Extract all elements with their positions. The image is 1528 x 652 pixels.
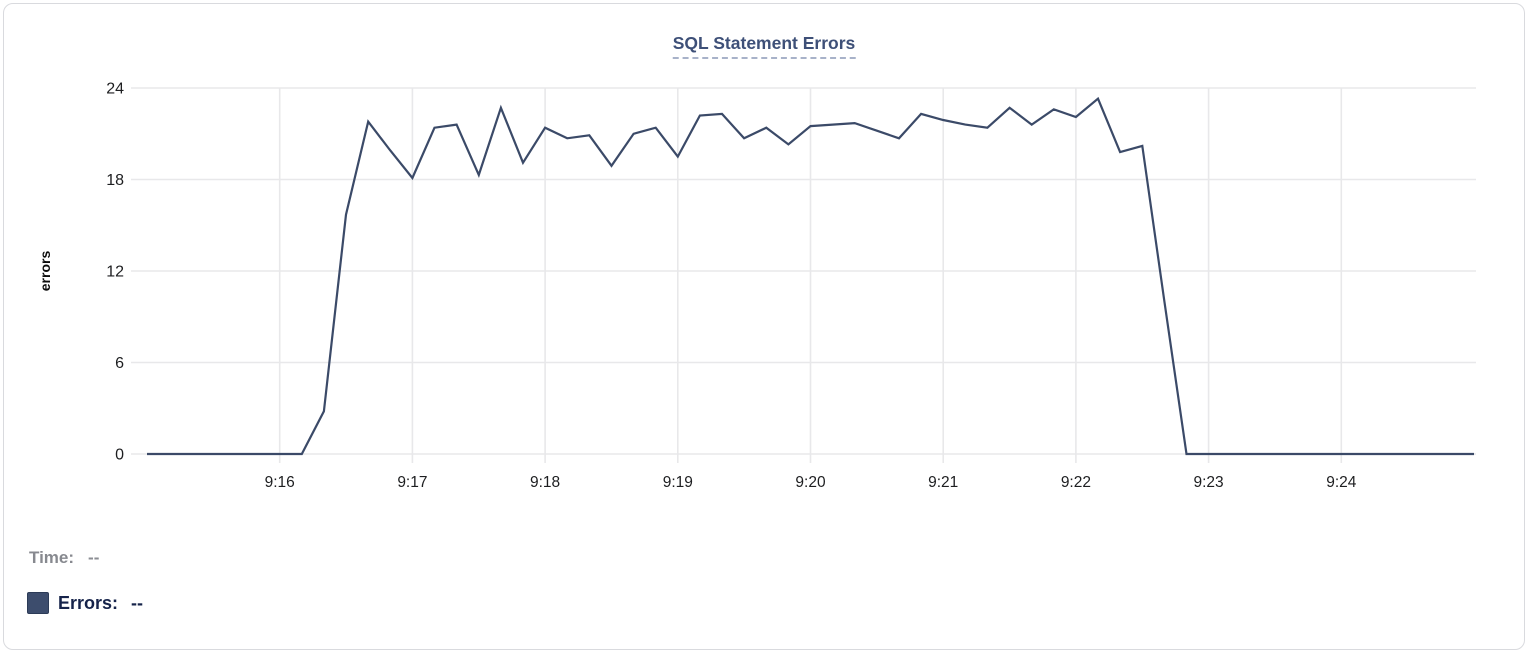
svg-text:24: 24 (106, 81, 124, 98)
svg-text:9:24: 9:24 (1326, 474, 1357, 491)
legend-color-swatch (27, 592, 49, 614)
svg-text:9:18: 9:18 (530, 474, 560, 491)
svg-text:9:21: 9:21 (928, 474, 958, 491)
svg-text:0: 0 (115, 447, 124, 464)
svg-text:9:16: 9:16 (265, 474, 295, 491)
legend-errors-value: -- (131, 592, 144, 613)
vertical-gridlines (278, 88, 1343, 463)
svg-text:6: 6 (115, 355, 124, 372)
svg-text:9:22: 9:22 (1061, 474, 1091, 491)
horizontal-gridlines (131, 87, 1476, 455)
legend-errors-row: Errors: -- (27, 592, 143, 614)
chart-card: SQL Statement Errors 0 6 12 18 24 9:16 9:17 9:… (3, 3, 1525, 650)
errors-line-chart[interactable]: 0 6 12 18 24 9:16 9:17 9:18 9:19 9:20 9:21 9:22 9:2… (4, 4, 1528, 509)
legend-time-value: -- (88, 548, 100, 567)
svg-text:9:20: 9:20 (795, 474, 826, 491)
svg-text:errors: errors (37, 251, 53, 292)
legend-time-label: Time: (29, 548, 75, 567)
svg-text:9:23: 9:23 (1194, 474, 1224, 491)
x-axis-tick-labels: 9:16 9:17 9:18 9:19 9:20 9:21 9:22 9:23 9:24 (265, 474, 1357, 491)
legend-errors-label: Errors: (58, 592, 119, 613)
svg-text:12: 12 (106, 264, 124, 281)
y-axis-tick-labels: 0 6 12 18 24 (106, 81, 124, 464)
svg-text:18: 18 (106, 172, 124, 189)
svg-text:9:17: 9:17 (397, 474, 427, 491)
y-axis-label: errors (37, 251, 53, 292)
chart-title[interactable]: SQL Statement Errors (672, 33, 856, 59)
svg-text:9:19: 9:19 (663, 474, 693, 491)
legend-time-row: Time: -- (29, 548, 99, 568)
errors-series-line (147, 96, 1474, 456)
